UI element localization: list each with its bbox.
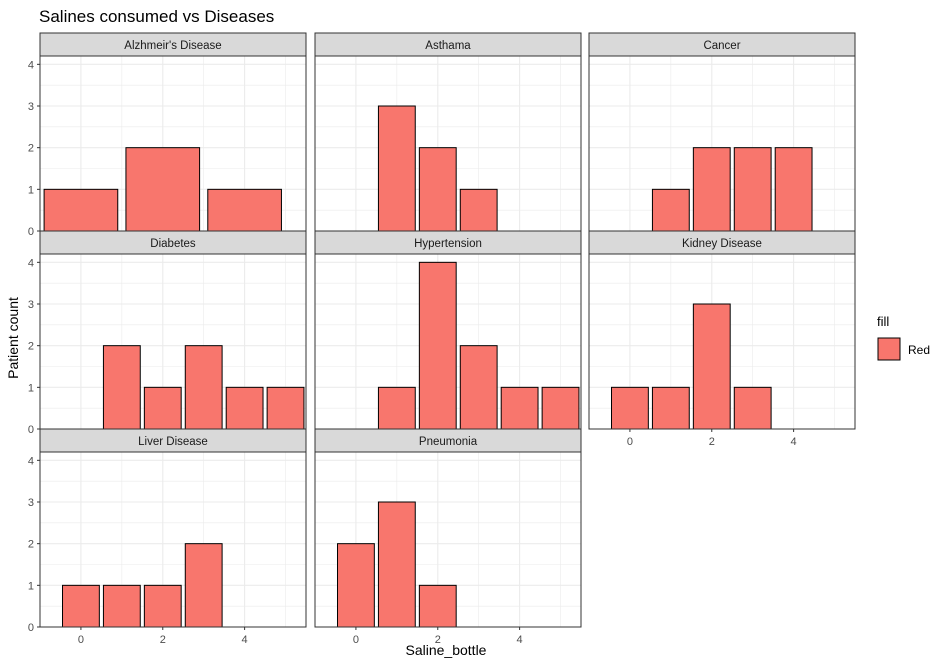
y-tick-label: 4 xyxy=(28,59,34,71)
bar xyxy=(418,261,457,430)
bar xyxy=(733,386,772,430)
bar xyxy=(377,105,416,232)
x-tick-label: 0 xyxy=(353,634,359,646)
y-tick-label: 2 xyxy=(28,341,34,353)
y-tick-label: 1 xyxy=(28,382,34,394)
bar xyxy=(418,147,457,232)
facet-asthama: Asthama xyxy=(314,32,582,232)
bar xyxy=(418,584,457,628)
bar xyxy=(692,303,731,430)
facet-label: Cancer xyxy=(703,40,740,52)
x-tick-label: 4 xyxy=(517,634,523,646)
panel-border xyxy=(314,451,582,628)
facet-liver-disease: Liver Disease xyxy=(39,428,307,628)
chart-title: Salines consumed vs Diseases xyxy=(39,7,274,26)
legend: fill Red xyxy=(877,314,930,361)
facet-label: Pneumonia xyxy=(419,436,478,448)
bar xyxy=(102,584,141,628)
facet-pneumonia: Pneumonia xyxy=(314,428,582,628)
y-tick-label: 0 xyxy=(28,226,34,238)
y-tick-label: 3 xyxy=(28,299,34,311)
y-tick-label: 3 xyxy=(28,497,34,509)
bar xyxy=(266,386,305,430)
bar xyxy=(692,147,731,232)
bar xyxy=(459,188,498,232)
y-tick-label: 1 xyxy=(28,580,34,592)
bar xyxy=(62,584,100,628)
bar xyxy=(337,543,375,628)
facet-label: Diabetes xyxy=(150,238,196,250)
y-tick-label: 3 xyxy=(28,101,34,113)
y-tick-label: 0 xyxy=(28,424,34,436)
facet-hypertension: Hypertension xyxy=(314,230,582,430)
panel-border xyxy=(588,253,856,430)
facet-label: Alzhmeir's Disease xyxy=(124,40,221,52)
y-axes: 0 1 2 3 4 0 1 2 3 4 0 1 2 3 4 xyxy=(28,59,40,634)
bar xyxy=(143,584,182,628)
x-tick-label: 4 xyxy=(242,634,248,646)
bar xyxy=(651,386,690,430)
facet-diabetes: Diabetes xyxy=(39,230,307,430)
facet-kidney-disease: Kidney Disease xyxy=(588,230,856,430)
x-tick-label: 0 xyxy=(78,634,84,646)
panel-border xyxy=(39,451,307,628)
bar xyxy=(377,501,416,628)
x-tick-label: 0 xyxy=(627,436,633,448)
facet-panels: Alzhmeir's Disease Asthama Cancer Diabetes H… xyxy=(39,32,856,628)
bar xyxy=(43,188,119,232)
bar xyxy=(459,345,498,430)
bar xyxy=(377,386,416,430)
y-axis-title: Patient count xyxy=(5,297,21,379)
facet-label: Liver Disease xyxy=(138,436,208,448)
bar xyxy=(651,188,690,232)
y-tick-label: 4 xyxy=(28,257,34,269)
bar xyxy=(774,147,813,232)
facet-alzhmeir-s-disease: Alzhmeir's Disease xyxy=(39,32,307,232)
x-tick-label: 4 xyxy=(791,436,797,448)
y-tick-label: 2 xyxy=(28,143,34,155)
x-axes: 0 2 4 0 2 4 0 2 4 xyxy=(78,429,797,646)
legend-title: fill xyxy=(877,314,889,329)
facet-label: Kidney Disease xyxy=(682,238,762,250)
x-tick-label: 2 xyxy=(160,634,166,646)
bar xyxy=(184,543,223,628)
facet-label: Hypertension xyxy=(414,238,482,250)
y-tick-label: 2 xyxy=(28,539,34,551)
bar xyxy=(207,188,282,232)
bar xyxy=(611,386,649,430)
y-tick-label: 0 xyxy=(28,622,34,634)
bar xyxy=(541,386,580,430)
y-tick-label: 4 xyxy=(28,455,34,467)
legend-swatch xyxy=(877,337,901,361)
bar xyxy=(733,147,772,232)
y-tick-label: 1 xyxy=(28,184,34,196)
bar xyxy=(184,345,223,430)
bar xyxy=(225,386,264,430)
bar xyxy=(102,345,141,430)
bar xyxy=(125,147,201,232)
bar xyxy=(500,386,539,430)
legend-label: Red xyxy=(908,343,930,357)
facet-label: Asthama xyxy=(425,40,471,52)
bar xyxy=(143,386,182,430)
x-tick-label: 2 xyxy=(709,436,715,448)
x-axis-title: Saline_bottle xyxy=(406,642,487,658)
facet-cancer: Cancer xyxy=(588,32,856,232)
x-tick-label: 2 xyxy=(435,634,441,646)
